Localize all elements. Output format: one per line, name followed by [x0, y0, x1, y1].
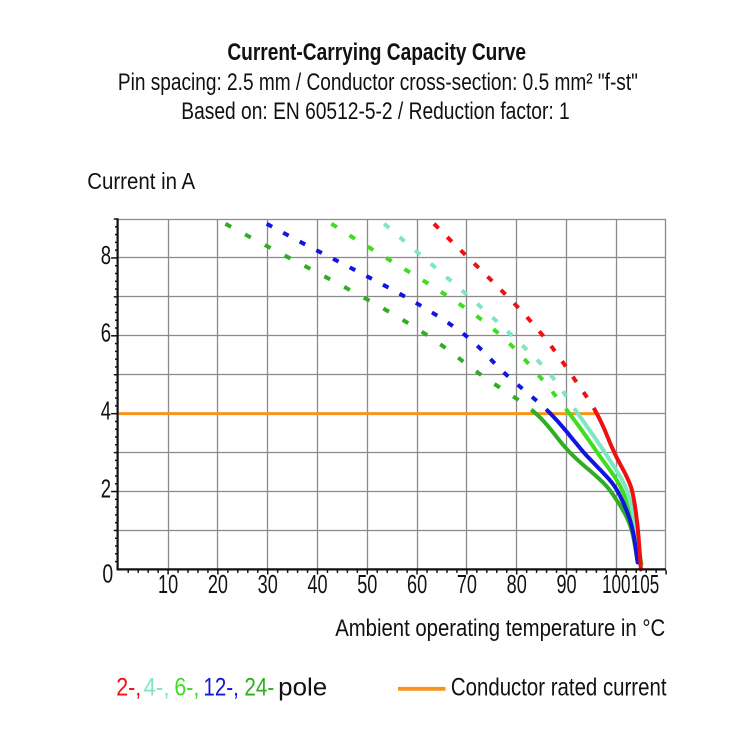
svg-text:6: 6 — [101, 320, 111, 348]
svg-text:105: 105 — [631, 571, 659, 599]
svg-text:30: 30 — [258, 571, 278, 599]
svg-text:10: 10 — [158, 571, 178, 599]
svg-text:40: 40 — [307, 571, 327, 599]
svg-text:2: 2 — [101, 475, 111, 503]
svg-text:Pin spacing: 2.5 mm / Conducto: Pin spacing: 2.5 mm / Conductor cross-se… — [118, 69, 638, 96]
svg-text:60: 60 — [407, 571, 427, 599]
svg-text:8: 8 — [101, 242, 111, 270]
svg-text:0: 0 — [102, 560, 113, 588]
svg-text:4-,: 4-, — [144, 673, 170, 701]
svg-text:Based on: EN 60512-5-2 / Reduc: Based on: EN 60512-5-2 / Reduction facto… — [181, 98, 569, 125]
svg-text:Ambient operating temperature: Ambient operating temperature in °C — [335, 615, 665, 642]
svg-text:6-,: 6-, — [174, 673, 199, 701]
svg-text:pole: pole — [278, 673, 327, 701]
svg-text:70: 70 — [457, 571, 477, 599]
svg-text:Current in A: Current in A — [87, 168, 196, 194]
svg-text:Conductor rated current: Conductor rated current — [451, 673, 667, 701]
svg-text:20: 20 — [208, 571, 228, 599]
svg-text:Current-Carrying Capacity Curv: Current-Carrying Capacity Curve — [227, 39, 526, 66]
svg-text:4: 4 — [101, 398, 111, 426]
svg-text:90: 90 — [556, 571, 576, 599]
svg-text:24-: 24- — [244, 673, 274, 701]
svg-text:12-,: 12-, — [203, 673, 238, 701]
svg-text:80: 80 — [507, 571, 527, 599]
svg-text:2-,: 2-, — [116, 673, 141, 701]
svg-text:100: 100 — [602, 571, 630, 599]
svg-text:50: 50 — [357, 571, 377, 599]
